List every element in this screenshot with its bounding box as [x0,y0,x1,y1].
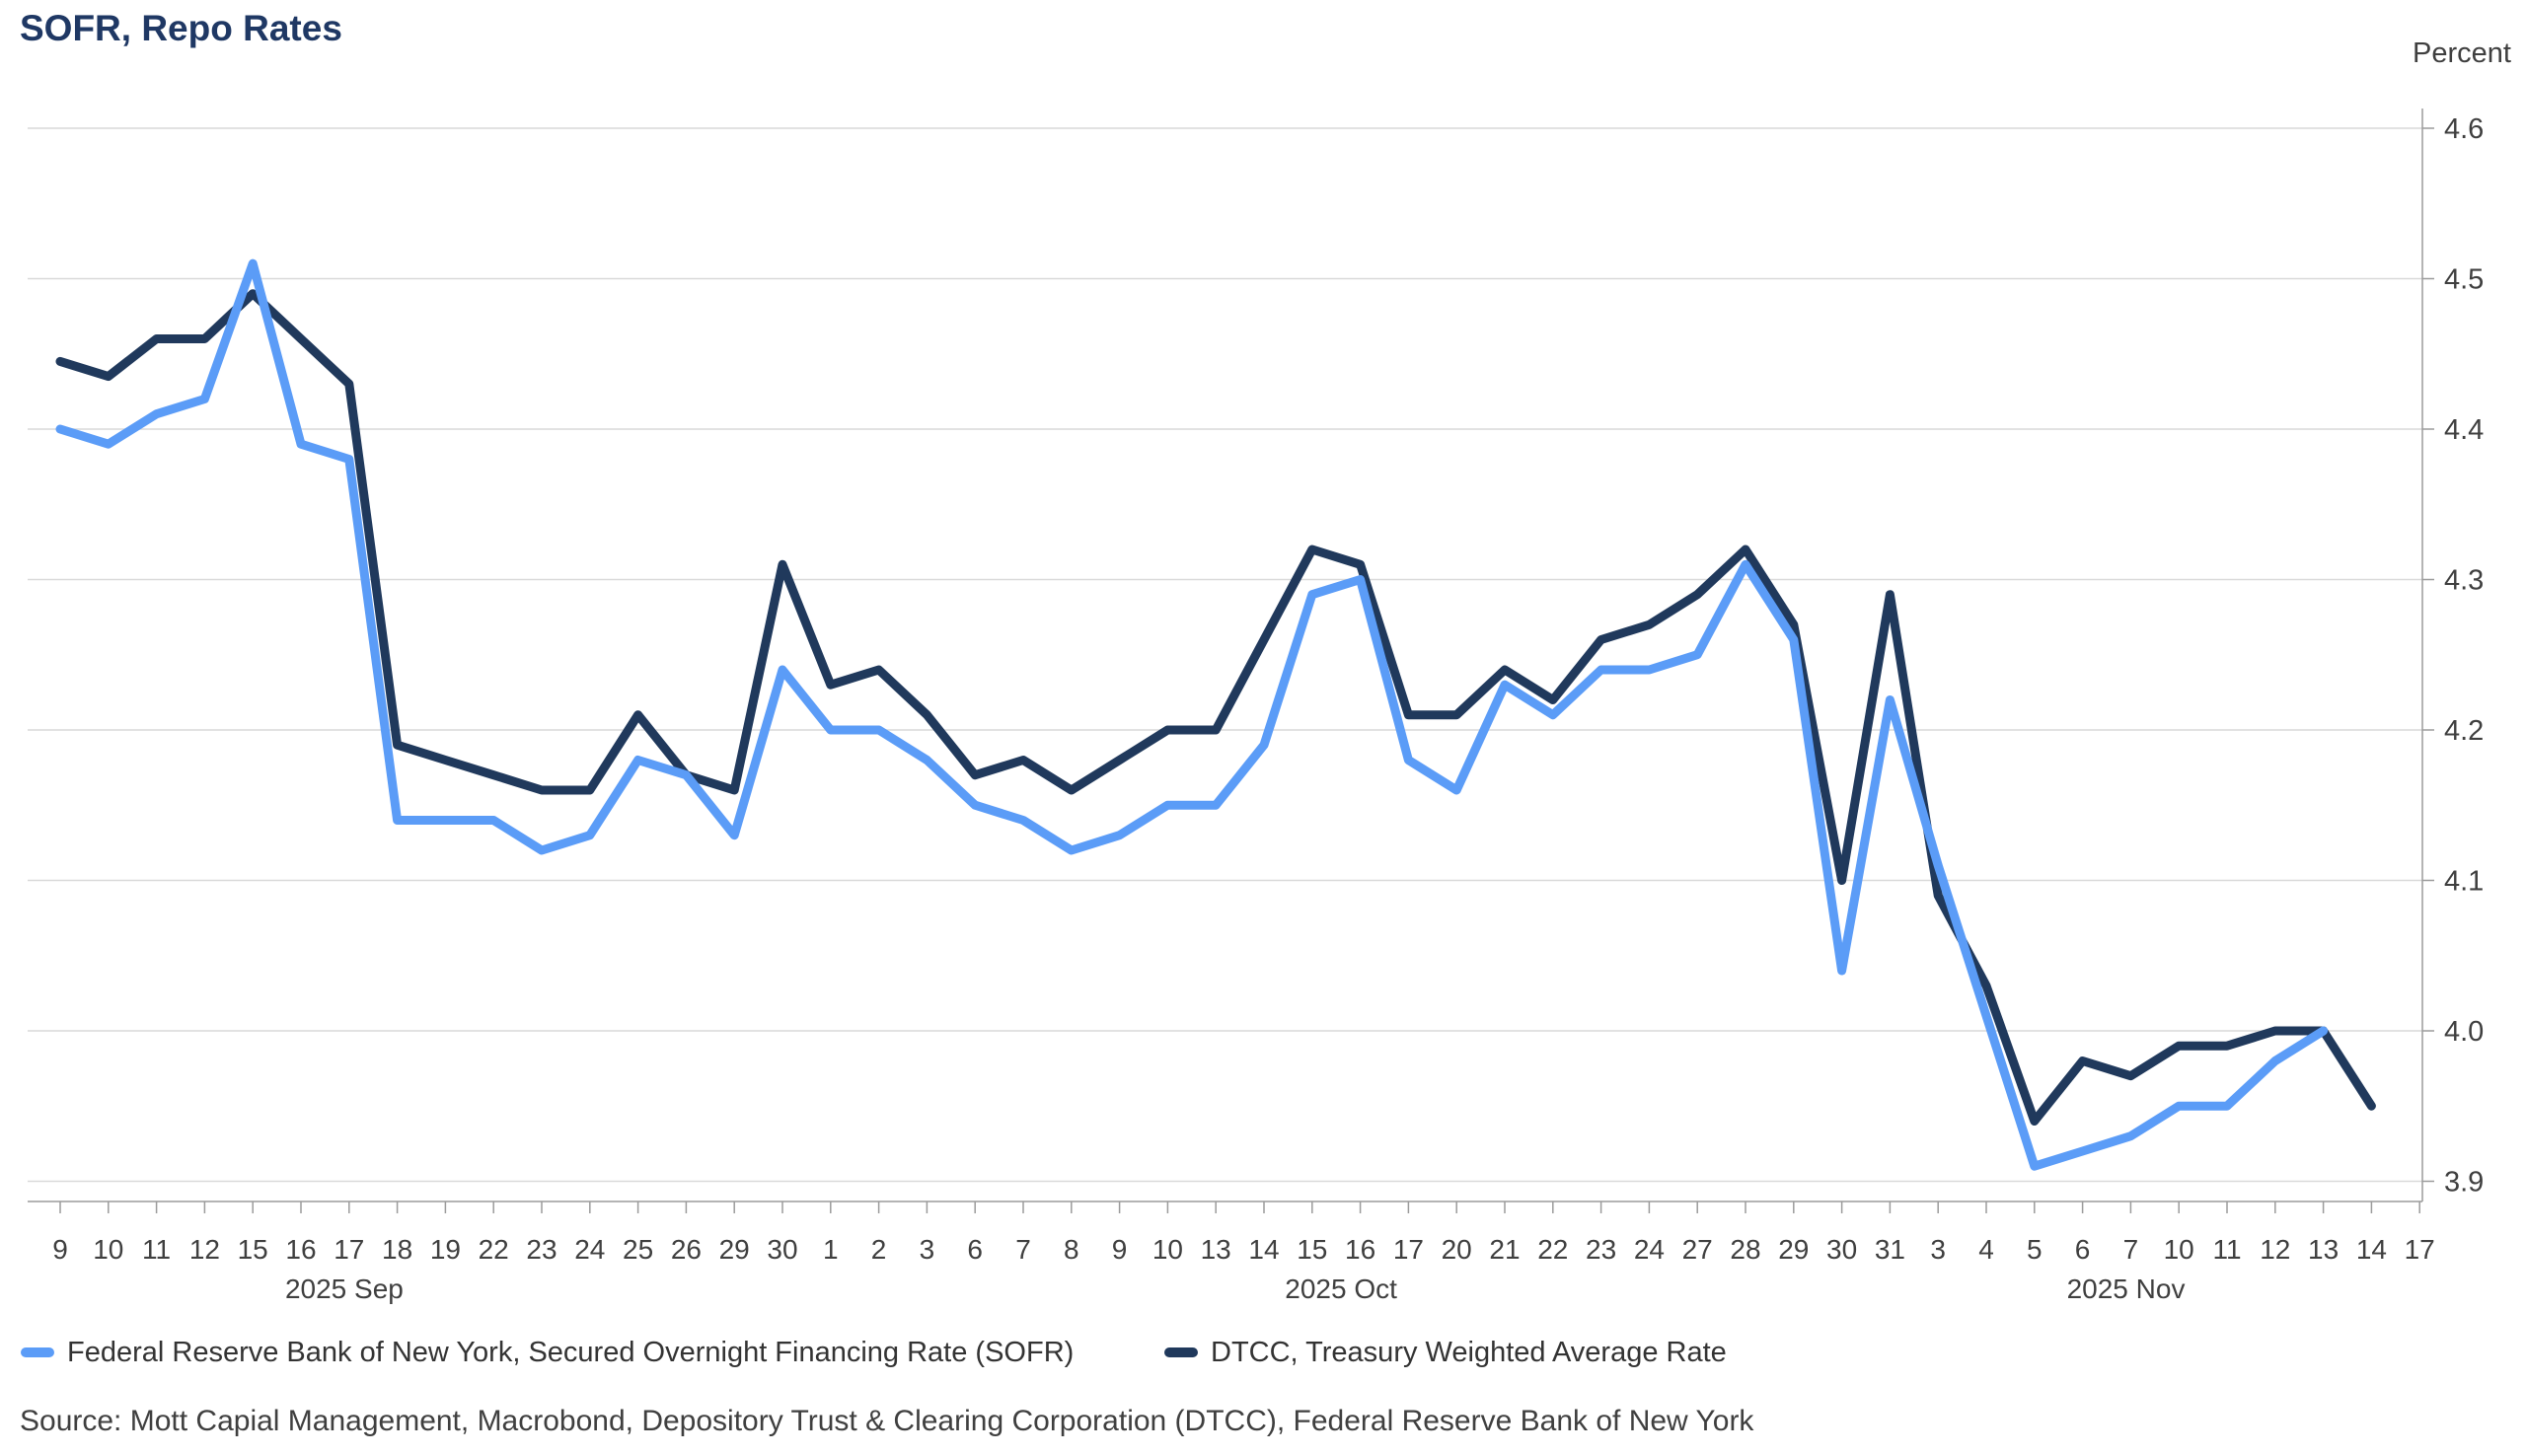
x-axis-tick-label: 14 [2356,1234,2387,1265]
y-axis-tick-label: 4.3 [2444,565,2484,597]
x-axis-tick-label: 26 [671,1234,702,1265]
page-title: SOFR, Repo Rates [20,8,342,48]
x-axis-tick-label: 27 [1682,1234,1713,1265]
x-axis-tick-label: 28 [1730,1234,1760,1265]
dtcc-legend-swatch-icon [1164,1347,1198,1357]
y-axis-tick-label: 4.5 [2444,264,2484,296]
x-axis-tick-label: 14 [1248,1234,1279,1265]
x-axis-tick-label: 13 [2308,1234,2339,1265]
x-axis-tick-label: 7 [2123,1234,2139,1265]
y-axis-tick-label: 3.9 [2444,1167,2484,1199]
x-axis-tick-label: 6 [967,1234,983,1265]
legend-item-sofr: Federal Reserve Bank of New York, Secure… [21,1332,1074,1373]
x-axis-tick-label: 21 [1489,1234,1520,1265]
x-axis-tick-label: 11 [142,1234,171,1265]
x-axis-tick-label: 6 [2075,1234,2091,1265]
x-axis-tick-label: 1 [823,1234,839,1265]
x-axis: 9 10 11 12 15 16 17 18 19 22 23 24 25 26 29 30 1 2 3 6 7 8 9 10… [28,1201,2435,1265]
y-axis-tick-label: 4.4 [2444,414,2484,446]
month-label: 2025 Nov [2067,1274,2186,1304]
x-axis-tick-label: 30 [1826,1234,1857,1265]
x-axis-tick-label: 10 [93,1234,123,1265]
x-axis-tick-label: 17 [2405,1234,2435,1265]
x-axis-tick-label: 15 [1297,1234,1327,1265]
x-axis-tick-label: 20 [1442,1234,1472,1265]
x-axis-tick-label: 10 [2164,1234,2194,1265]
legend-label-dtcc: DTCC, Treasury Weighted Average Rate [1211,1336,1727,1368]
month-labels: 2025 Sep 2025 Oct 2025 Nov [285,1274,2185,1304]
x-axis-tick-label: 25 [623,1234,653,1265]
x-axis-tick-label: 19 [430,1234,461,1265]
legend-item-dtcc: DTCC, Treasury Weighted Average Rate [1164,1332,1727,1373]
y-axis-tick-label: 4.2 [2444,715,2484,747]
dtcc-line [55,289,2376,1126]
source-note: Source: Mott Capial Management, Macrobon… [20,1405,1754,1437]
x-axis-tick-label: 15 [238,1234,268,1265]
x-axis-tick-label: 8 [1064,1234,1079,1265]
sofr-line [55,258,2329,1171]
x-axis-tick-label: 24 [574,1234,605,1265]
y-axis-unit-label: Percent [2413,37,2511,69]
month-label: 2025 Sep [285,1274,404,1304]
x-axis-tick-label: 3 [920,1234,935,1265]
month-label: 2025 Oct [1285,1274,1397,1304]
x-axis-tick-label: 7 [1015,1234,1031,1265]
legend-label-sofr: Federal Reserve Bank of New York, Secure… [67,1336,1075,1368]
gridlines [28,127,2422,1183]
x-axis-tick-label: 31 [1875,1234,1905,1265]
y-axis-tick-label: 4.1 [2444,866,2484,898]
x-axis-tick-label: 5 [2027,1234,2043,1265]
x-axis-tick-label: 29 [1778,1234,1809,1265]
x-axis-tick-label: 12 [189,1234,220,1265]
x-axis-tick-label: 23 [1586,1234,1616,1265]
x-axis-tick-label: 23 [526,1234,557,1265]
x-axis-tick-label: 9 [52,1234,68,1265]
x-axis-tick-label: 17 [1393,1234,1424,1265]
y-axis-tick-label: 4.6 [2444,113,2484,145]
x-axis-tick-label: 3 [1930,1234,1946,1265]
x-axis-tick-label: 24 [1634,1234,1665,1265]
x-axis-tick-label: 16 [1345,1234,1375,1265]
sofr-legend-swatch-icon [21,1347,54,1357]
y-axis-tick-label: 4.0 [2444,1016,2484,1048]
x-axis-tick-label: 17 [334,1234,364,1265]
x-axis-tick-label: 9 [1112,1234,1128,1265]
x-axis-tick-label: 11 [2212,1234,2241,1265]
y-axis: 4.6 4.5 4.4 4.3 4.2 4.1 4.0 3.9 [2421,109,2484,1201]
x-axis-tick-label: 29 [719,1234,750,1265]
x-axis-tick-label: 22 [479,1234,509,1265]
x-axis-tick-label: 10 [1152,1234,1183,1265]
x-axis-tick-label: 13 [1201,1234,1231,1265]
x-axis-tick-label: 2 [871,1234,887,1265]
x-axis-tick-label: 16 [285,1234,316,1265]
x-axis-tick-label: 12 [2260,1234,2290,1265]
x-axis-tick-label: 4 [1978,1234,1994,1265]
x-axis-tick-label: 18 [382,1234,412,1265]
x-axis-tick-label: 30 [767,1234,797,1265]
x-axis-tick-label: 22 [1537,1234,1568,1265]
